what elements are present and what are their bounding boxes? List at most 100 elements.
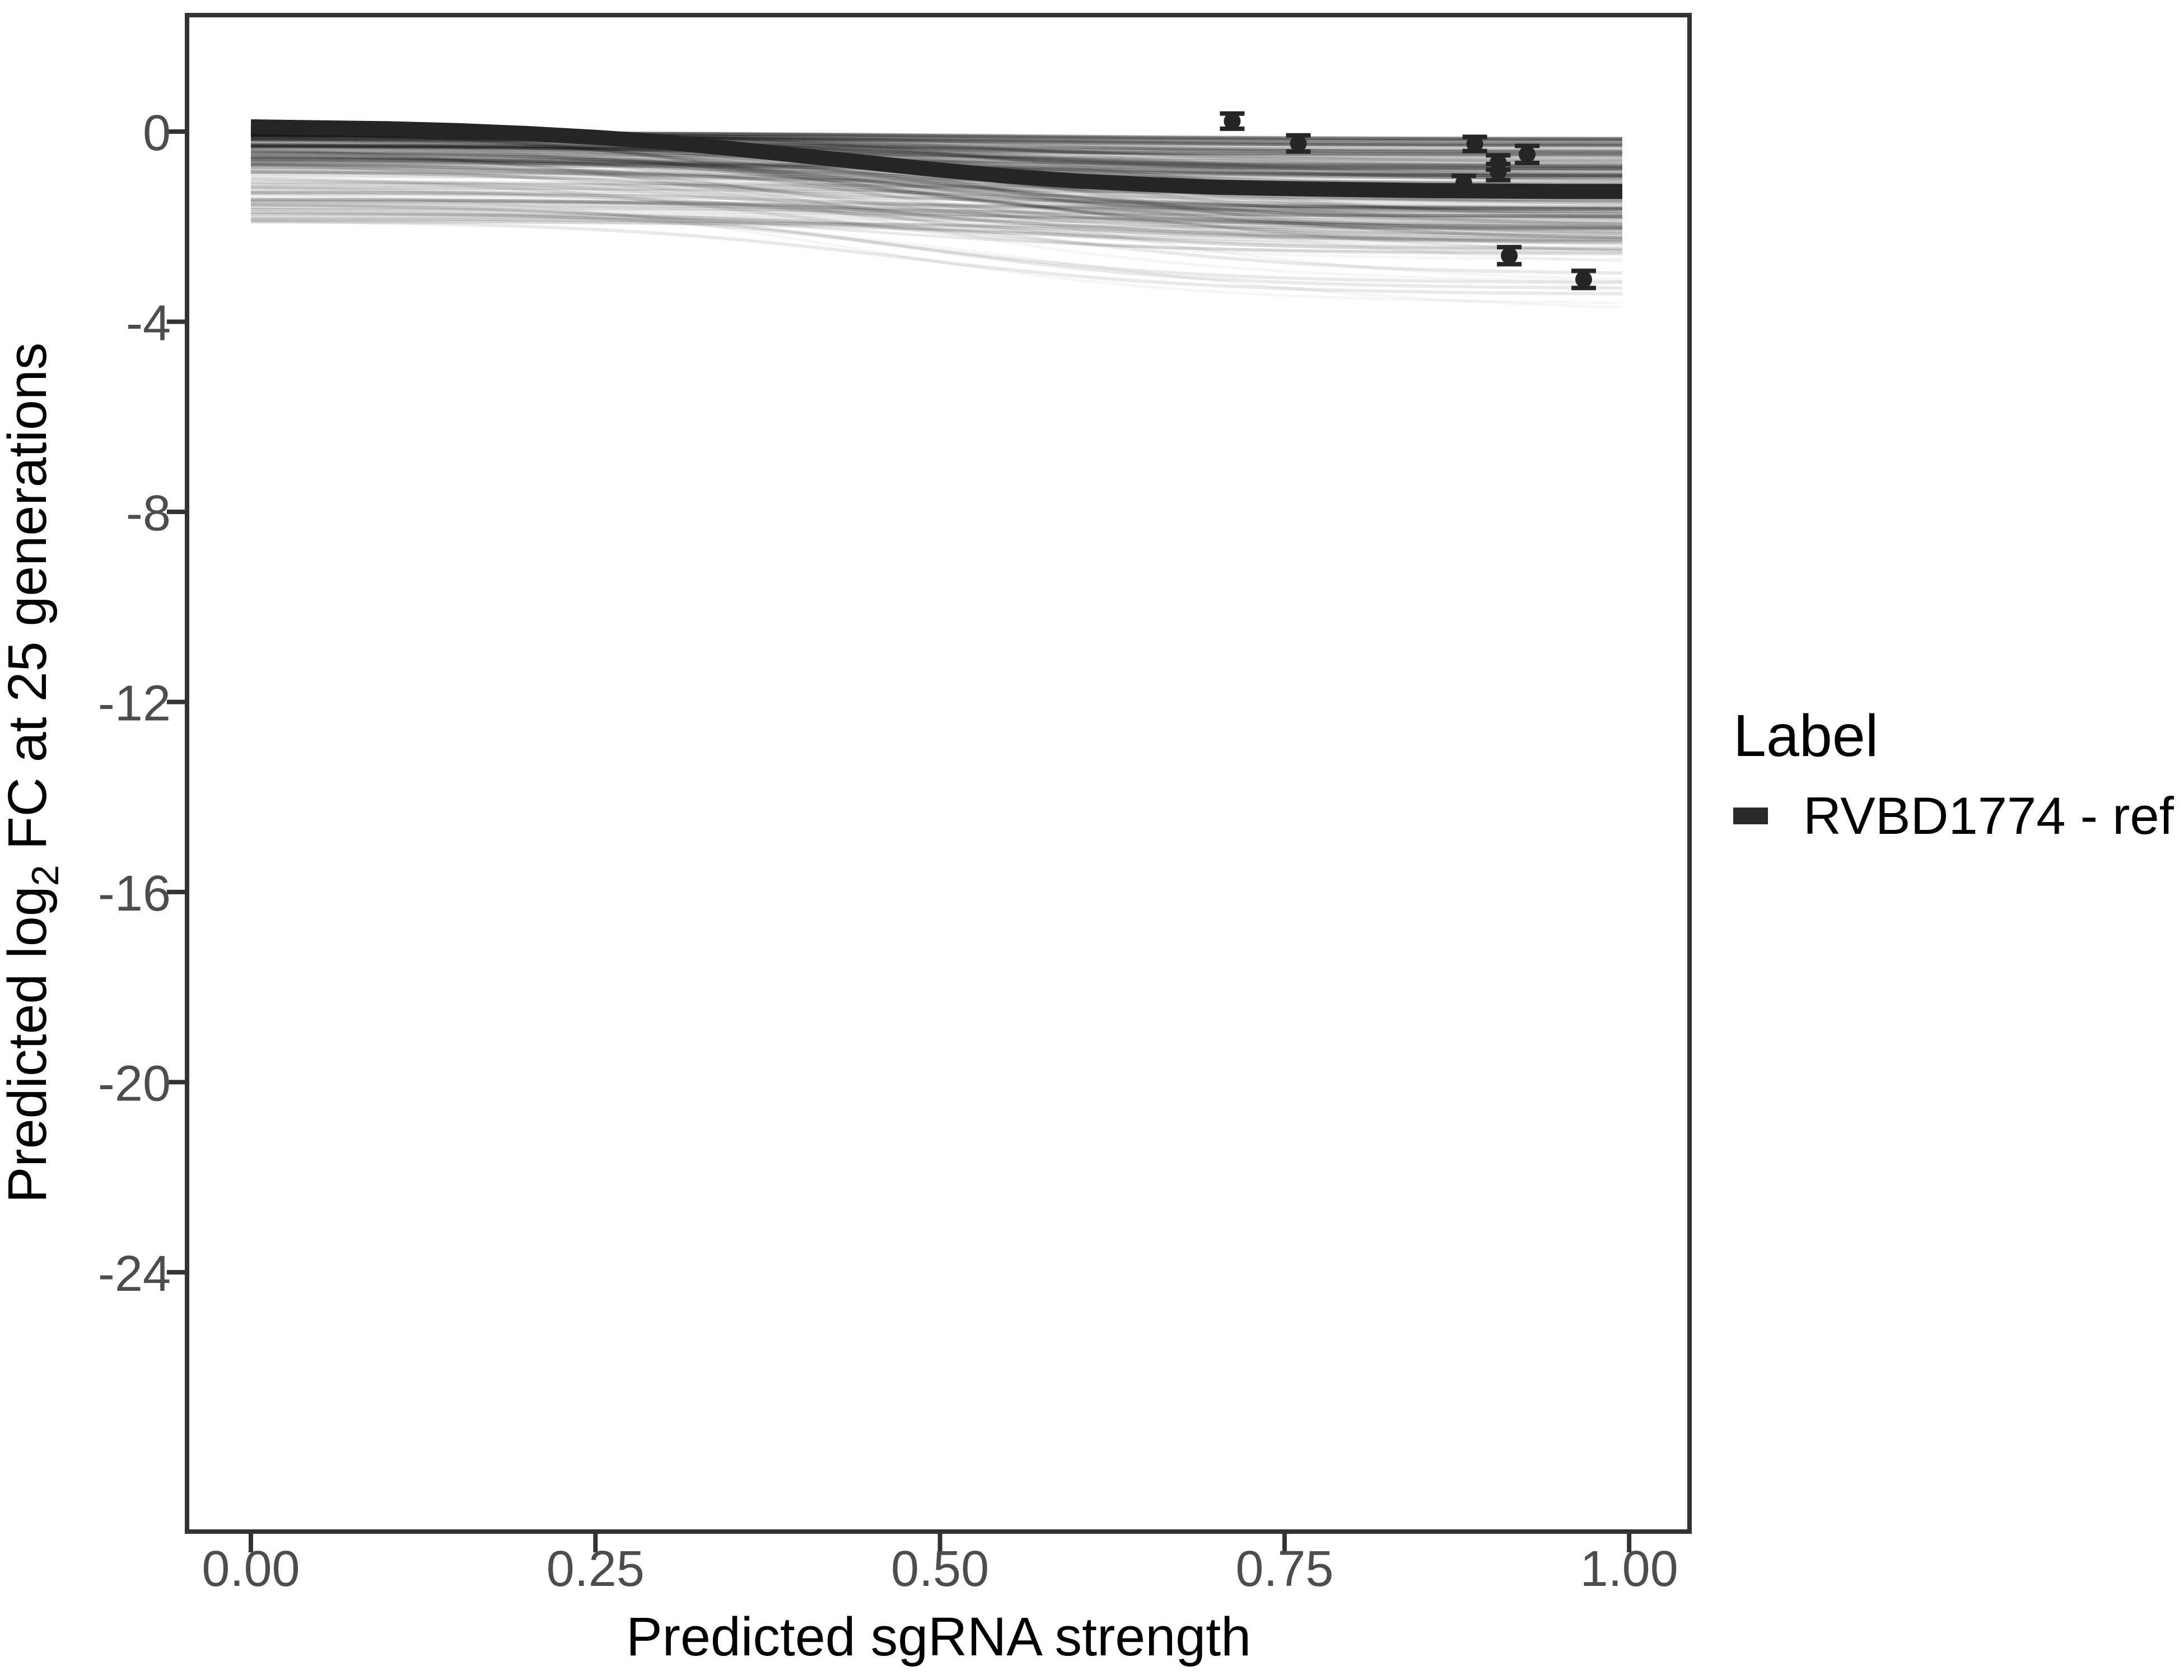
y-axis-title-subscript: 2 bbox=[24, 865, 67, 886]
legend-key-swatch bbox=[1733, 808, 1768, 824]
ensemble-curve bbox=[250, 155, 1622, 231]
ensemble-curve bbox=[251, 215, 1622, 226]
ensemble-curve bbox=[250, 181, 1622, 218]
ensemble-curve bbox=[251, 152, 1622, 167]
data-point bbox=[1490, 164, 1507, 181]
ensemble-curve bbox=[251, 150, 1622, 161]
ensemble-curve bbox=[251, 144, 1622, 153]
ensemble-curve bbox=[250, 146, 1622, 156]
ensemble-curve bbox=[250, 166, 1622, 246]
ensemble-curve bbox=[250, 203, 1622, 290]
y-axis-title-suffix: FC at 25 generations bbox=[0, 343, 58, 865]
y-tick-label: -24 bbox=[98, 1246, 171, 1302]
x-tick-label: 0.00 bbox=[202, 1541, 300, 1597]
data-point bbox=[1224, 113, 1241, 130]
ensemble-curve bbox=[250, 149, 1622, 211]
ensemble-curve bbox=[250, 148, 1622, 230]
y-tick-label: -8 bbox=[126, 486, 171, 542]
ensemble-curve bbox=[250, 139, 1622, 153]
ensemble-curve bbox=[251, 146, 1622, 156]
ensemble-curve bbox=[250, 151, 1622, 220]
ensemble-curve bbox=[251, 138, 1622, 153]
ensemble-curve-faint bbox=[250, 146, 1622, 175]
ensemble-curve bbox=[251, 200, 1622, 209]
ensemble-curve bbox=[250, 131, 1622, 230]
ensemble-curve bbox=[251, 198, 1622, 220]
legend-entry: RVBD1774 - ref bbox=[1733, 786, 2174, 845]
ensemble-curve-faint bbox=[250, 156, 1622, 213]
ensemble-curve bbox=[250, 161, 1622, 206]
ensemble-curve bbox=[250, 148, 1622, 243]
ensemble-curve bbox=[250, 144, 1622, 155]
ensemble-curve bbox=[250, 137, 1622, 157]
data-point bbox=[1575, 270, 1592, 288]
ensemble-curve-faint bbox=[250, 138, 1622, 178]
ensemble-curve bbox=[250, 139, 1622, 164]
ensemble-curve bbox=[250, 137, 1622, 151]
ensemble-curve bbox=[250, 207, 1622, 227]
ensemble-curve bbox=[251, 138, 1622, 152]
ensemble-curve bbox=[250, 217, 1622, 241]
x-axis: 0.00 0.25 0.50 0.75 1.00 bbox=[202, 1534, 1678, 1597]
ensemble-curve bbox=[250, 191, 1622, 213]
ensemble-curve bbox=[250, 144, 1622, 167]
ensemble-curve bbox=[250, 133, 1622, 225]
x-tick-label: 0.25 bbox=[547, 1541, 645, 1597]
ensemble-curve bbox=[250, 220, 1622, 296]
data-point-group bbox=[1486, 161, 1511, 183]
ensemble-curve bbox=[250, 131, 1622, 218]
ensemble-curve bbox=[250, 202, 1622, 213]
ensemble-curve bbox=[251, 141, 1622, 173]
ensemble-curve bbox=[250, 188, 1622, 229]
ensemble-curve bbox=[250, 206, 1622, 218]
y-axis-title: Predicted log2 FC at 25 generations bbox=[0, 343, 67, 1203]
ensemble-curve bbox=[250, 213, 1622, 275]
ensemble-curve bbox=[250, 159, 1622, 218]
ensemble-curve bbox=[250, 217, 1622, 241]
ensemble-curve bbox=[250, 137, 1622, 211]
ensemble-curve bbox=[250, 186, 1622, 229]
ensemble-curve bbox=[250, 176, 1622, 256]
ensemble-curve-faint bbox=[250, 156, 1622, 232]
ensemble-curve bbox=[250, 165, 1622, 211]
ensemble-curve bbox=[250, 192, 1622, 251]
ensemble-curve bbox=[250, 154, 1622, 226]
ensemble-curve bbox=[251, 220, 1622, 230]
legend-entry-label: RVBD1774 - ref bbox=[1803, 786, 2174, 845]
ensemble-curve bbox=[251, 137, 1622, 147]
ensemble-curve bbox=[250, 162, 1622, 244]
ensemble-curve bbox=[250, 155, 1622, 235]
ensemble-curve bbox=[250, 143, 1622, 204]
ensemble-curve bbox=[251, 142, 1622, 151]
ensemble-curve bbox=[250, 143, 1622, 155]
ensemble-curve-faint bbox=[250, 137, 1622, 164]
ensemble-curve bbox=[250, 151, 1622, 170]
x-tick-label: 1.00 bbox=[1580, 1541, 1678, 1597]
ensemble-curve bbox=[250, 143, 1622, 178]
data-point bbox=[1466, 136, 1483, 153]
ensemble-curve bbox=[250, 130, 1622, 211]
ensemble-curve bbox=[250, 170, 1622, 184]
ensemble-curve bbox=[250, 170, 1622, 209]
y-tick-label: -16 bbox=[98, 866, 171, 922]
x-tick-label: 0.75 bbox=[1235, 1541, 1333, 1597]
ensemble-curve bbox=[251, 212, 1622, 223]
ensemble-curve-faint bbox=[250, 163, 1622, 252]
ensemble-curve bbox=[250, 134, 1622, 202]
ensemble-curve bbox=[251, 138, 1622, 148]
data-point-group bbox=[1515, 143, 1540, 166]
ensemble-curve bbox=[250, 208, 1622, 244]
data-point bbox=[1519, 146, 1536, 163]
ensemble-curve bbox=[250, 157, 1622, 216]
ensemble-curve bbox=[250, 198, 1622, 253]
ensemble-curve bbox=[251, 144, 1622, 156]
legend-title: Label bbox=[1733, 703, 1878, 769]
ensemble-curve bbox=[250, 190, 1622, 206]
data-point-group bbox=[1571, 268, 1596, 291]
y-tick-label: -20 bbox=[98, 1056, 171, 1112]
ensemble-curve bbox=[250, 185, 1622, 203]
y-axis-title-prefix: Predicted log bbox=[0, 886, 58, 1203]
ensemble-curve bbox=[250, 190, 1622, 212]
x-tick-label: 0.50 bbox=[891, 1541, 989, 1597]
ensemble-curve bbox=[250, 210, 1622, 284]
